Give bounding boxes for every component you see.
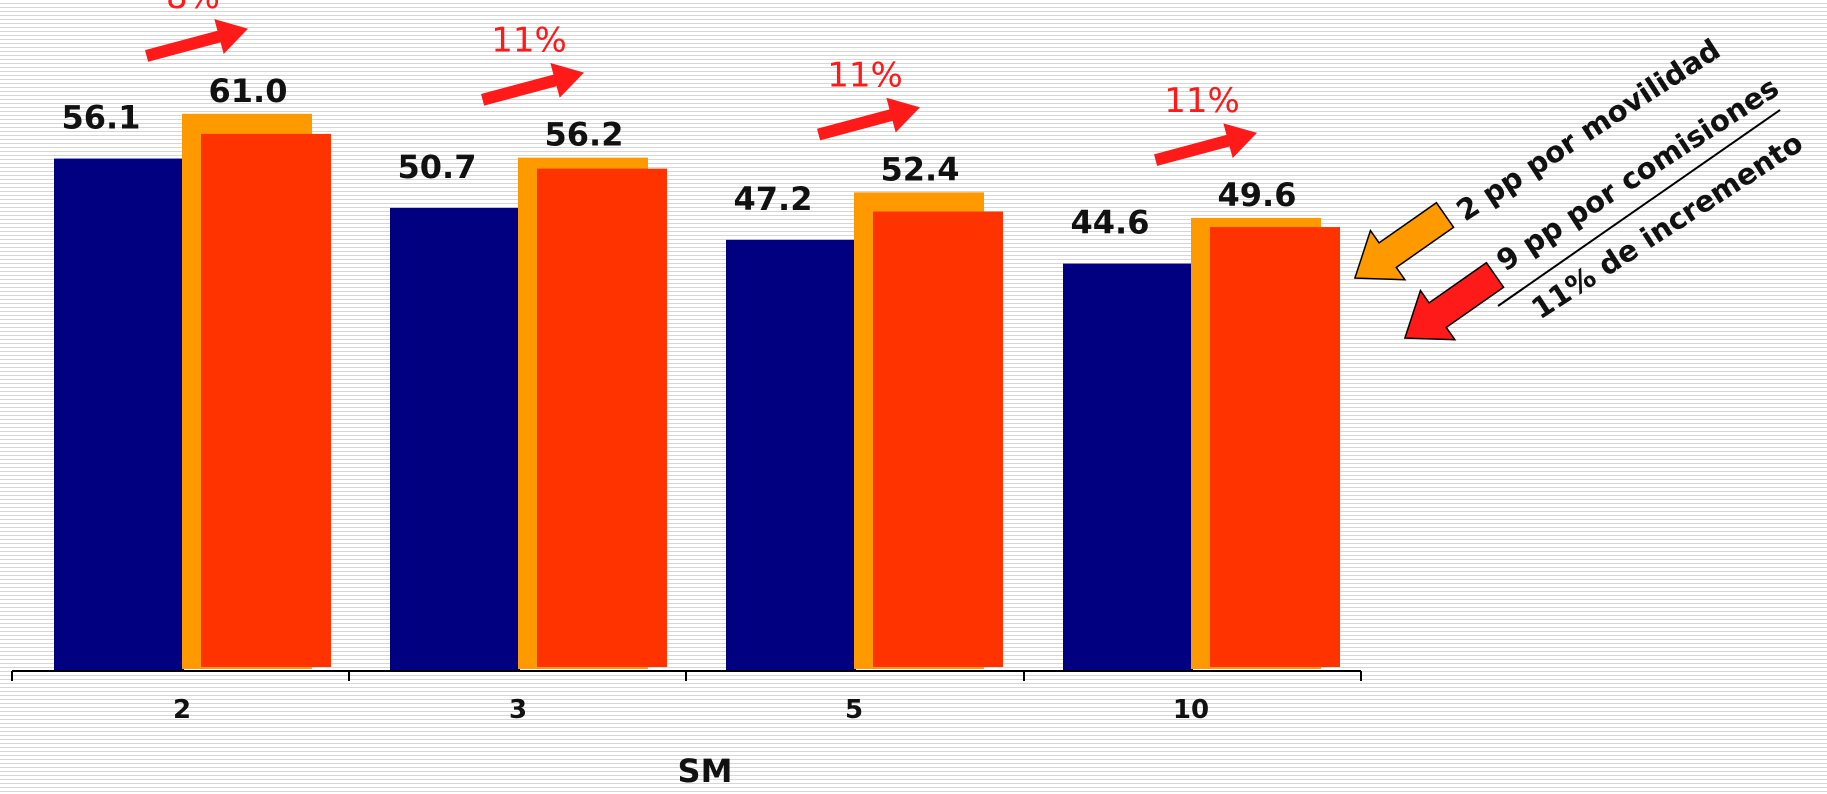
- movilidad-arrow-icon: [1353, 201, 1455, 281]
- increase-label-5: 11%: [827, 55, 903, 95]
- bar-commission-3: [537, 168, 667, 667]
- sum-divider-line: [1497, 109, 1781, 307]
- bar-commission-10: [1210, 227, 1340, 667]
- value-label-base-3: 50.7: [398, 148, 477, 186]
- value-label-base-2: 56.1: [62, 99, 141, 137]
- bars-layer: [54, 113, 1340, 672]
- value-label-total-2: 61.0: [209, 72, 288, 110]
- increase-arrow-icon-2: [145, 19, 248, 62]
- increase-label-3: 11%: [491, 21, 567, 61]
- value-label-base-5: 47.2: [734, 180, 813, 218]
- bar-commission-5: [873, 211, 1003, 668]
- x-tick-label-3: 3: [509, 695, 527, 725]
- increase-label-10: 11%: [1164, 81, 1240, 121]
- value-label-total-5: 52.4: [881, 150, 960, 188]
- x-axis-title: SM: [678, 752, 733, 790]
- bar-commission-2: [201, 133, 331, 667]
- labels-layer: 56.1 61.0 8% 50.7 56.2 11% 47.2 52.4 11% 44.6 49.6…: [62, 0, 1297, 242]
- bar-base-3: [390, 207, 520, 671]
- comisiones-arrow-icon: [1403, 261, 1505, 341]
- value-label-base-10: 44.6: [1071, 204, 1150, 242]
- value-label-total-10: 49.6: [1218, 176, 1297, 214]
- increase-label-2: 8%: [166, 0, 220, 17]
- increase-arrow-icon-10: [1154, 123, 1257, 166]
- bar-base-10: [1063, 263, 1193, 671]
- value-label-total-3: 56.2: [545, 116, 624, 154]
- x-axis-ticks: 2 3 5 10: [11, 671, 1362, 725]
- bar-base-2: [54, 158, 184, 671]
- x-tick-label-10: 10: [1173, 695, 1209, 725]
- increase-arrow-icon-3: [481, 63, 584, 106]
- bar-base-5: [726, 239, 856, 672]
- x-tick-label-2: 2: [173, 695, 191, 725]
- increase-arrow-icon-5: [817, 97, 920, 141]
- increase-arrows-layer: [145, 19, 1257, 166]
- x-tick-label-5: 5: [845, 695, 863, 725]
